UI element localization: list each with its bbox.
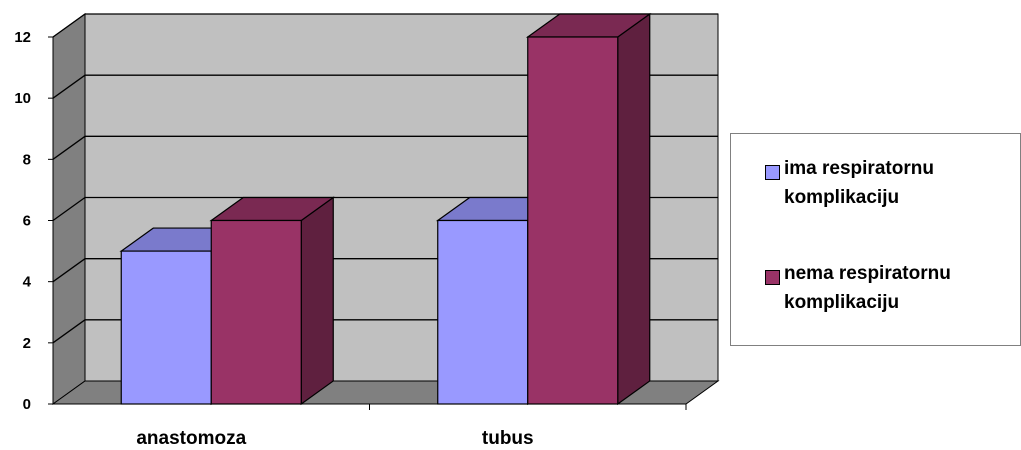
x-category-label: anastomoza [136, 428, 246, 449]
y-axis-ticks: 0 2 4 6 8 10 12 [14, 29, 31, 413]
legend-label-series-2: nema respiratornu komplikaciju [784, 263, 951, 313]
legend-swatch-series-2 [765, 270, 780, 285]
gridline [52, 135, 718, 160]
bar-front [437, 219, 529, 405]
bar-front [527, 36, 619, 405]
legend-label-series-1: ima respiratornu komplikaciju [784, 158, 934, 208]
y-tick-label: 12 [14, 29, 31, 46]
legend-swatch-series-1 [765, 165, 780, 180]
y-tick-label: 2 [23, 335, 31, 352]
bar-side [300, 196, 334, 406]
legend-item-series-1: ima respiratornu komplikaciju [765, 158, 1004, 212]
gridline [52, 13, 718, 38]
y-tick-label: 10 [14, 90, 31, 107]
bar-nema-tubus [525, 12, 652, 406]
x-category-label: tubus [482, 428, 534, 449]
legend-item-series-2: nema respiratornu komplikaciju [765, 263, 1004, 317]
y-tick-label: 4 [23, 274, 32, 291]
bars [119, 12, 652, 406]
bar-nema-anastomoza [209, 196, 336, 406]
bar-side [617, 12, 651, 406]
gridline [52, 74, 718, 99]
legend: ima respiratornu komplikaciju nema respi… [730, 133, 1021, 346]
x-axis-categories: anastomoza tubus [136, 428, 533, 449]
bar-front [120, 250, 212, 405]
y-tick-label: 6 [23, 213, 31, 230]
y-tick-label: 8 [23, 151, 31, 168]
y-tick-label: 0 [23, 396, 31, 413]
bar-front [210, 219, 302, 405]
